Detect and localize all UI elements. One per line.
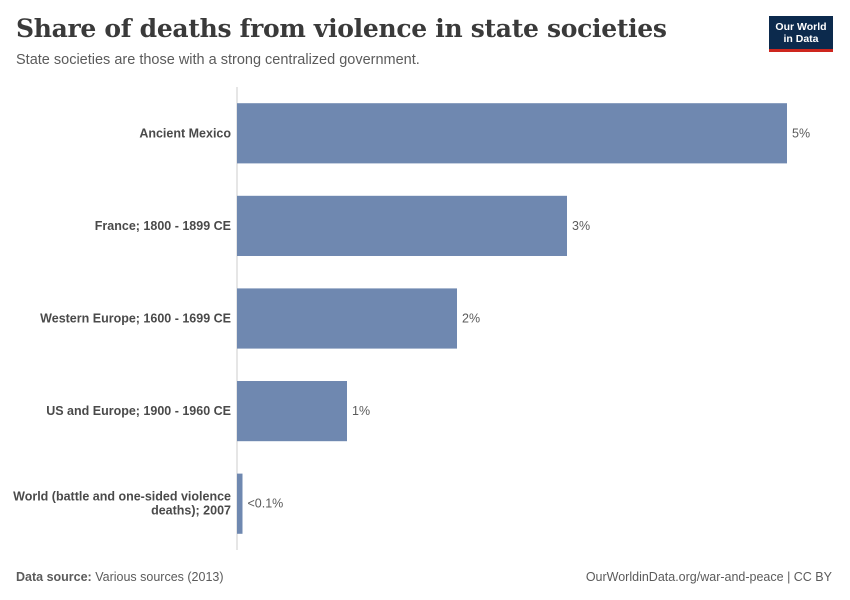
bar[interactable] bbox=[237, 288, 457, 349]
bar[interactable] bbox=[237, 381, 347, 442]
logo-line-2: in Data bbox=[783, 33, 819, 45]
value-label: <0.1% bbox=[248, 497, 284, 511]
category-label: Ancient Mexico bbox=[139, 126, 231, 140]
value-label: 2% bbox=[462, 312, 480, 326]
data-source-text[interactable]: Various sources (2013) bbox=[95, 570, 224, 584]
category-label: World (battle and one-sided violence deat… bbox=[13, 490, 231, 518]
owid-logo[interactable]: Our World in Data bbox=[769, 16, 833, 52]
chart-subtitle: State societies are those with a strong … bbox=[16, 52, 420, 68]
value-label: 3% bbox=[572, 219, 590, 233]
bar[interactable] bbox=[237, 195, 567, 256]
value-label: 1% bbox=[352, 404, 370, 418]
data-source: Data source: Various sources (2013) bbox=[16, 570, 224, 584]
category-label: Western Europe; 1600 - 1699 CE bbox=[40, 312, 231, 326]
category-label: France; 1800 - 1899 CE bbox=[95, 219, 231, 233]
chart-title: Share of deaths from violence in state s… bbox=[16, 14, 667, 43]
category-label: US and Europe; 1900 - 1960 CE bbox=[46, 404, 231, 418]
bar[interactable] bbox=[237, 103, 787, 164]
bar[interactable] bbox=[237, 473, 243, 534]
value-label: 5% bbox=[792, 126, 810, 140]
data-source-label: Data source: bbox=[16, 570, 92, 584]
logo-line-1: Our World bbox=[775, 21, 827, 33]
credit-link[interactable]: OurWorldinData.org/war-and-peace | CC BY bbox=[585, 570, 832, 584]
